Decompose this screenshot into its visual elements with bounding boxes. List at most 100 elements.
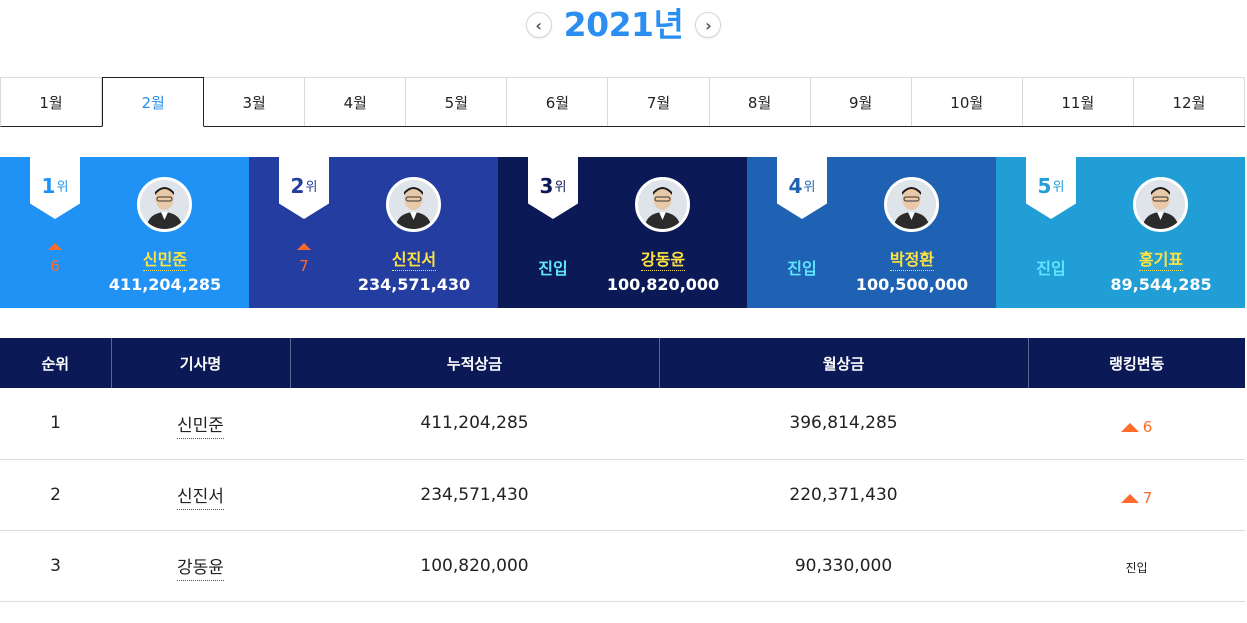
tab-month-10[interactable]: 10월: [911, 78, 1023, 126]
rank-change-value: 7: [1142, 489, 1153, 508]
header-player-name: 기사명: [111, 338, 291, 388]
rank-number: 4: [788, 174, 803, 198]
cell-ranking-change: 7: [1028, 459, 1245, 531]
player-name-link[interactable]: 신진서: [177, 487, 224, 510]
cell-ranking-change: 6: [1028, 388, 1245, 460]
tab-month-4[interactable]: 4월: [305, 78, 407, 126]
player-prize: 411,204,285: [108, 275, 222, 294]
player-name-link[interactable]: 신민준: [177, 415, 224, 439]
tab-month-11[interactable]: 11월: [1022, 78, 1134, 126]
cell-monthly-prize: 220,371,430: [659, 459, 1028, 531]
player-name-link[interactable]: 홍기표: [1138, 250, 1184, 271]
player-prize: 234,571,430: [357, 275, 471, 294]
player-avatar[interactable]: [884, 177, 939, 232]
rank-up-icon: [1120, 493, 1139, 503]
rank-up-icon: [297, 243, 311, 250]
tab-month-8[interactable]: 8월: [709, 78, 811, 126]
tab-month-12[interactable]: 12월: [1133, 78, 1245, 126]
rank-change-value: 6: [50, 257, 60, 275]
rank-unit: 위: [554, 180, 567, 195]
tab-month-5[interactable]: 5월: [406, 78, 508, 126]
ranking-card-3[interactable]: 3 위 진입 강동윤 100,820,000: [498, 157, 747, 308]
player-name[interactable]: 홍기표: [1100, 246, 1222, 271]
next-year-button[interactable]: ›: [695, 12, 722, 38]
cell-monthly-prize: 396,814,285: [659, 388, 1028, 460]
player-name[interactable]: 강동윤: [602, 246, 724, 271]
tab-month-1[interactable]: 1월: [1, 78, 103, 126]
rank-change: 7: [274, 243, 334, 283]
rank-change: 6: [1120, 418, 1153, 436]
rank-number: 2: [290, 174, 305, 198]
rank-change: 7: [1120, 489, 1153, 508]
player-name-link[interactable]: 강동윤: [177, 558, 224, 581]
rank-number: 1: [41, 174, 56, 198]
player-name-link[interactable]: 강동윤: [640, 250, 686, 271]
player-name-link[interactable]: 신진서: [391, 250, 437, 271]
cell-ranking-change: 진입: [1028, 530, 1245, 602]
prev-year-button[interactable]: ‹: [525, 12, 552, 38]
player-avatar[interactable]: [137, 177, 192, 232]
player-avatar[interactable]: [635, 177, 690, 232]
header-ranking-change: 랭킹변동: [1028, 338, 1245, 388]
cell-rank: 1: [0, 388, 111, 460]
chevron-right-icon: ›: [705, 15, 712, 35]
month-tabs: 1월 2월 3월 4월 5월 6월 7월 8월 9월 10월 11월 12월: [0, 77, 1245, 127]
rank-change: 6: [25, 243, 85, 283]
rank-unit: 위: [305, 180, 318, 195]
table-row: 2 신진서 234,571,430 220,371,430 7: [0, 459, 1245, 531]
player-name-link[interactable]: 신민준: [142, 250, 188, 271]
player-name[interactable]: 신진서: [353, 246, 475, 271]
player-prize: 89,544,285: [1110, 275, 1212, 294]
rank-number: 3: [539, 174, 554, 198]
tab-month-3[interactable]: 3월: [204, 78, 306, 126]
rank-number: 5: [1037, 174, 1052, 198]
cell-player-name: 강동윤: [111, 530, 290, 602]
table-header-row: 순위 기사명 누적상금 월상금 랭킹변동: [0, 338, 1245, 388]
tab-month-2[interactable]: 2월: [102, 77, 205, 127]
cell-rank: 2: [0, 459, 111, 531]
player-name[interactable]: 신민준: [104, 246, 226, 271]
top-ranking-cards: 1 위 6 신민준 411,204,285 2 위 7 신진서 234,571,430 3 위 진입 강동…: [0, 157, 1245, 308]
ranking-card-2[interactable]: 2 위 7 신진서 234,571,430: [249, 157, 498, 308]
player-name-link[interactable]: 박정환: [889, 250, 935, 271]
player-avatar[interactable]: [386, 177, 441, 232]
rank-change-value: 7: [299, 257, 309, 275]
rank-change-value: 6: [1142, 418, 1153, 436]
player-name[interactable]: 박정환: [851, 246, 973, 271]
chevron-left-icon: ‹: [535, 15, 542, 35]
rank-change: 진입: [523, 243, 583, 283]
ranking-table: 순위 기사명 누적상금 월상금 랭킹변동 1 신민준 411,204,285 396,…: [0, 338, 1245, 602]
tab-month-7[interactable]: 7월: [608, 78, 710, 126]
year-title: 2021년: [563, 5, 684, 44]
rank-new-entry-label: 진입: [1036, 259, 1066, 278]
tab-month-6[interactable]: 6월: [507, 78, 609, 126]
rank-change: 진입: [772, 243, 832, 283]
rank-unit: 위: [1052, 180, 1065, 195]
cell-monthly-prize: 90,330,000: [659, 530, 1028, 602]
rank-change: 진입: [1021, 243, 1081, 283]
header-total-prize: 누적상금: [290, 338, 660, 388]
rank-up-icon: [48, 243, 62, 250]
rank-new-entry-label: 진입: [787, 259, 817, 278]
player-avatar[interactable]: [1133, 177, 1188, 232]
rank-up-icon: [1120, 422, 1139, 432]
cell-total-prize: 411,204,285: [290, 388, 659, 460]
rank-new-entry-label: 진입: [1125, 560, 1148, 575]
rank-new-entry-label: 진입: [538, 259, 568, 278]
player-prize: 100,500,000: [855, 275, 969, 294]
ranking-card-1[interactable]: 1 위 6 신민준 411,204,285: [0, 157, 249, 308]
year-selector: ‹ 2021년 ›: [0, 0, 1247, 50]
cell-total-prize: 100,820,000: [290, 530, 659, 602]
rank-unit: 위: [56, 180, 69, 195]
tab-month-9[interactable]: 9월: [810, 78, 912, 126]
cell-rank: 3: [0, 530, 111, 602]
cell-total-prize: 234,571,430: [290, 459, 659, 531]
table-row: 1 신민준 411,204,285 396,814,285 6: [0, 388, 1245, 460]
